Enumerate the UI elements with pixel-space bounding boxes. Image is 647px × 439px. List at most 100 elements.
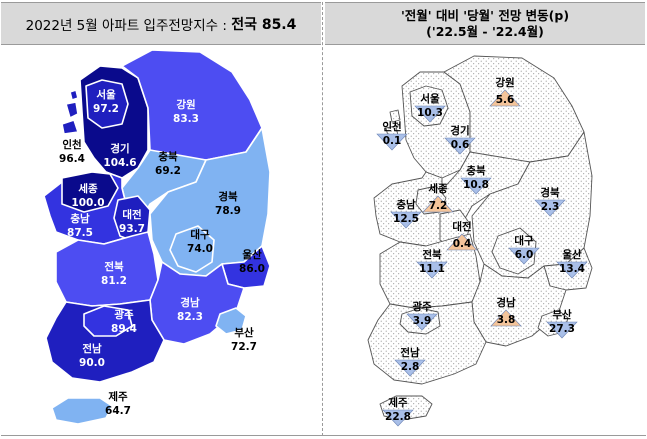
change-gyeonggi-down-marker xyxy=(444,137,476,155)
change-gyeongbuk-name: 경북 xyxy=(540,186,560,199)
label-gyeongnam-name: 경남 xyxy=(180,296,200,309)
right-panel-title: '전월' 대비 '당월' 전망 변동(p) ('22.5월 - '22.4월) xyxy=(325,2,645,45)
region-sejong xyxy=(61,171,119,213)
left-title-total: 전국 85.4 xyxy=(231,16,297,33)
label-seoul-value: 97.2 xyxy=(93,103,119,115)
change-jeju-name: 제주 xyxy=(388,396,408,409)
label-chungbuk-value: 69.2 xyxy=(155,165,181,177)
right-title-line1: '전월' 대비 '당월' 전망 변동(p) xyxy=(400,7,570,23)
region-incheon xyxy=(61,89,79,135)
left-map-labels: 서울 97.2 강원 83.3 인천 96.4 경기 104.6 충북 69.2 세종 100.0 대전… xyxy=(59,88,265,417)
label-sejong-value: 100.0 xyxy=(71,197,104,209)
left-map-regions xyxy=(43,49,271,425)
change-gangwon-up-marker xyxy=(489,89,521,107)
label-jeonbuk-name: 전북 xyxy=(104,260,124,273)
right-region-jeonnam xyxy=(367,301,487,385)
change-ulsan-name: 울산 xyxy=(562,248,582,261)
change-gyeonggi-value: 0.6 xyxy=(451,139,470,151)
change-busan-down-marker xyxy=(546,321,578,339)
label-seoul-name: 서울 xyxy=(96,88,116,101)
change-chungnam-down-marker xyxy=(390,211,422,229)
change-gyeongbuk-value: 2.3 xyxy=(541,201,560,213)
region-busan xyxy=(215,307,247,335)
change-gwangju-name: 광주 xyxy=(412,301,432,313)
change-seoul-down-marker xyxy=(414,105,446,123)
bottom-border xyxy=(1,435,646,436)
change-busan-name: 부산 xyxy=(552,308,572,321)
label-gyeongbuk-value: 78.9 xyxy=(215,205,241,217)
change-sejong-value: 7.2 xyxy=(429,200,448,212)
label-busan-value: 72.7 xyxy=(231,341,257,353)
label-gyeongnam-value: 82.3 xyxy=(177,311,203,323)
change-gyeonggi-name: 경기 xyxy=(450,124,469,137)
label-jeonnam-value: 90.0 xyxy=(79,357,105,369)
region-daegu xyxy=(169,225,215,273)
change-daejeon-up-marker xyxy=(446,233,478,251)
label-incheon-name: 인천 xyxy=(62,138,81,151)
panel-divider xyxy=(322,2,323,436)
change-daegu-name: 대구 xyxy=(514,234,534,247)
change-incheon-value: 0.1 xyxy=(383,135,402,147)
right-map-markers: 강원 5.6 서울 10.3 인천 0.1 경기 0.6 충북 10.8 세종 7.2 충남 12.5 경북… xyxy=(376,76,588,427)
label-daejeon-value: 93.7 xyxy=(119,223,145,235)
label-daegu-name: 대구 xyxy=(190,228,210,241)
left-title-prefix: 2022년 5월 아파트 입주전망지수 : xyxy=(25,17,227,34)
change-seoul-name: 서울 xyxy=(420,92,440,105)
change-gwangju-value: 3.9 xyxy=(413,315,432,327)
label-jeju-name: 제주 xyxy=(108,390,128,403)
label-gangwon-name: 강원 xyxy=(176,98,195,111)
label-ulsan-name: 울산 xyxy=(242,248,262,261)
label-daejeon-name: 대전 xyxy=(122,208,141,221)
change-incheon-down-marker xyxy=(376,133,408,151)
change-daegu-down-marker xyxy=(508,247,540,265)
change-busan-value: 27.3 xyxy=(549,323,575,335)
region-gwangju xyxy=(83,305,133,337)
change-chungnam-value: 12.5 xyxy=(393,213,419,225)
change-jeonbuk-down-marker xyxy=(416,261,448,279)
region-jeonnam xyxy=(45,299,165,383)
label-gyeongbuk-name: 경북 xyxy=(218,190,238,203)
right-title-line2: ('22.5월 - '22.4월) xyxy=(426,23,544,39)
label-ulsan-value: 86.0 xyxy=(239,263,265,275)
label-gyeonggi-name: 경기 xyxy=(110,142,129,155)
label-gwangju-value: 89.4 xyxy=(111,323,137,335)
label-gwangju-name: 광주 xyxy=(114,309,134,321)
change-jeonbuk-value: 11.1 xyxy=(419,263,445,275)
change-gyeongbuk-down-marker xyxy=(534,199,566,217)
change-chungbuk-name: 충북 xyxy=(466,164,486,177)
change-incheon-name: 인천 xyxy=(382,120,401,133)
change-jeju-down-marker xyxy=(382,409,414,427)
change-gangwon-name: 강원 xyxy=(495,76,514,89)
change-gyeongnam-name: 경남 xyxy=(496,296,516,309)
label-gangwon-value: 83.3 xyxy=(173,113,199,125)
change-ulsan-value: 13.4 xyxy=(559,263,585,275)
label-incheon-value: 96.4 xyxy=(59,153,85,165)
change-sejong-name: 세종 xyxy=(428,182,448,195)
region-seoul xyxy=(85,79,129,129)
label-jeju-value: 64.7 xyxy=(105,405,131,417)
label-chungnam-name: 충남 xyxy=(70,212,90,225)
change-sejong-up-marker xyxy=(422,195,454,213)
change-daejeon-name: 대전 xyxy=(452,220,471,233)
label-chungnam-value: 87.5 xyxy=(67,227,93,239)
change-jeonbuk-name: 전북 xyxy=(422,248,442,261)
change-jeonnam-name: 전남 xyxy=(400,346,420,359)
left-panel-title: 2022년 5월 아파트 입주전망지수 : 전국 85.4 xyxy=(1,2,321,45)
label-busan-name: 부산 xyxy=(234,326,254,339)
change-jeonnam-value: 2.8 xyxy=(401,361,420,373)
change-daegu-value: 6.0 xyxy=(515,249,534,261)
label-daegu-value: 74.0 xyxy=(187,243,213,255)
change-gyeongnam-up-marker xyxy=(490,309,522,327)
change-jeonnam-down-marker xyxy=(394,359,426,377)
change-gangwon-value: 5.6 xyxy=(496,94,515,106)
change-daejeon-value: 0.4 xyxy=(453,238,472,250)
change-chungbuk-value: 10.8 xyxy=(463,179,489,191)
change-chungbuk-down-marker xyxy=(460,177,492,195)
label-sejong-name: 세종 xyxy=(78,182,98,195)
label-jeonnam-name: 전남 xyxy=(82,342,102,355)
change-ulsan-down-marker xyxy=(556,261,588,279)
change-jeju-value: 22.8 xyxy=(385,411,411,423)
